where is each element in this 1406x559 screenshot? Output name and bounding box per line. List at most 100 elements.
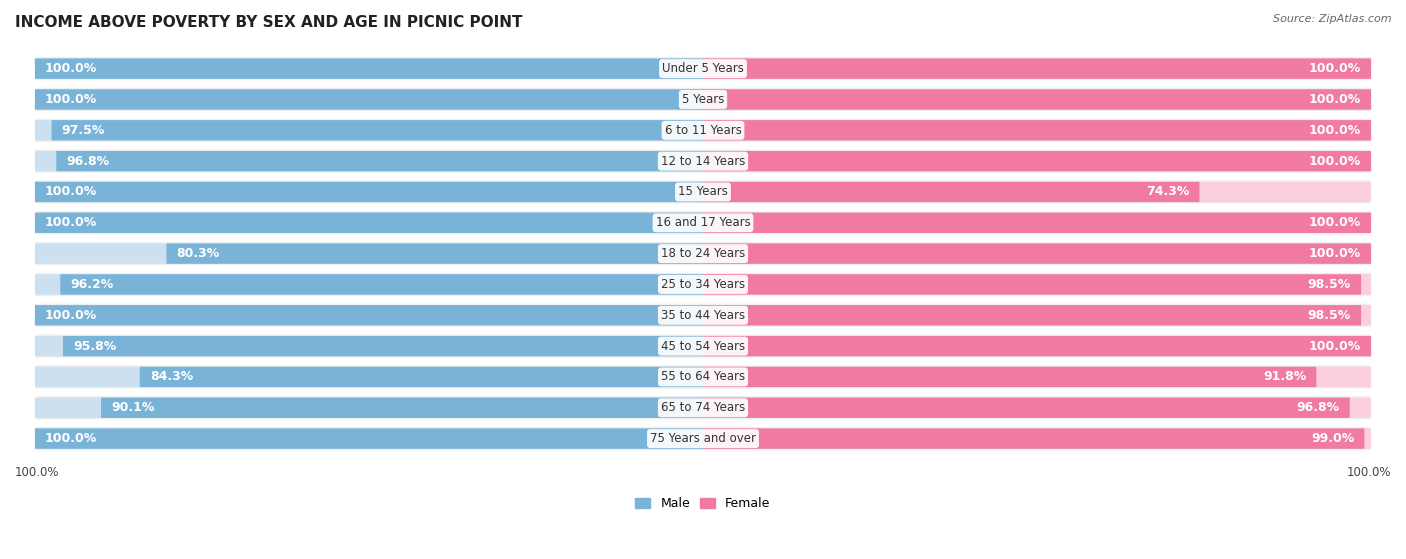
FancyBboxPatch shape xyxy=(35,243,703,264)
FancyBboxPatch shape xyxy=(35,305,703,325)
Text: 100.0%: 100.0% xyxy=(15,466,59,480)
FancyBboxPatch shape xyxy=(60,274,703,295)
FancyBboxPatch shape xyxy=(703,428,1364,449)
Text: 25 to 34 Years: 25 to 34 Years xyxy=(661,278,745,291)
FancyBboxPatch shape xyxy=(35,212,703,233)
Text: 100.0%: 100.0% xyxy=(45,432,97,445)
Legend: Male, Female: Male, Female xyxy=(630,492,776,515)
FancyBboxPatch shape xyxy=(703,120,1371,140)
Text: 75 Years and over: 75 Years and over xyxy=(650,432,756,445)
FancyBboxPatch shape xyxy=(703,120,1371,140)
FancyBboxPatch shape xyxy=(35,272,1371,297)
Text: 12 to 14 Years: 12 to 14 Years xyxy=(661,155,745,168)
FancyBboxPatch shape xyxy=(703,182,1199,202)
FancyBboxPatch shape xyxy=(703,428,1371,449)
FancyBboxPatch shape xyxy=(35,428,703,449)
FancyBboxPatch shape xyxy=(35,149,1371,174)
FancyBboxPatch shape xyxy=(35,151,703,171)
FancyBboxPatch shape xyxy=(703,212,1371,233)
FancyBboxPatch shape xyxy=(35,179,1371,205)
FancyBboxPatch shape xyxy=(703,397,1371,418)
Text: 100.0%: 100.0% xyxy=(1309,247,1361,260)
FancyBboxPatch shape xyxy=(703,151,1371,171)
Text: 100.0%: 100.0% xyxy=(45,216,97,229)
FancyBboxPatch shape xyxy=(35,89,703,110)
FancyBboxPatch shape xyxy=(703,89,1371,110)
FancyBboxPatch shape xyxy=(35,87,1371,112)
Text: 45 to 54 Years: 45 to 54 Years xyxy=(661,340,745,353)
FancyBboxPatch shape xyxy=(703,367,1371,387)
FancyBboxPatch shape xyxy=(35,395,1371,420)
FancyBboxPatch shape xyxy=(35,56,1371,81)
Text: 16 and 17 Years: 16 and 17 Years xyxy=(655,216,751,229)
FancyBboxPatch shape xyxy=(35,274,703,295)
FancyBboxPatch shape xyxy=(35,117,1371,143)
Text: 6 to 11 Years: 6 to 11 Years xyxy=(665,124,741,137)
FancyBboxPatch shape xyxy=(35,210,1371,235)
FancyBboxPatch shape xyxy=(35,89,703,110)
FancyBboxPatch shape xyxy=(703,151,1371,171)
FancyBboxPatch shape xyxy=(703,367,1316,387)
FancyBboxPatch shape xyxy=(35,334,1371,359)
FancyBboxPatch shape xyxy=(35,426,1371,451)
FancyBboxPatch shape xyxy=(703,89,1371,110)
FancyBboxPatch shape xyxy=(35,367,703,387)
FancyBboxPatch shape xyxy=(56,151,703,171)
FancyBboxPatch shape xyxy=(703,305,1361,325)
Text: 100.0%: 100.0% xyxy=(45,186,97,198)
Text: 100.0%: 100.0% xyxy=(45,309,97,322)
Text: Source: ZipAtlas.com: Source: ZipAtlas.com xyxy=(1274,14,1392,24)
Text: 100.0%: 100.0% xyxy=(1347,466,1391,480)
Text: 97.5%: 97.5% xyxy=(62,124,105,137)
Text: 35 to 44 Years: 35 to 44 Years xyxy=(661,309,745,322)
FancyBboxPatch shape xyxy=(35,336,703,356)
Text: 15 Years: 15 Years xyxy=(678,186,728,198)
Text: 18 to 24 Years: 18 to 24 Years xyxy=(661,247,745,260)
Text: 98.5%: 98.5% xyxy=(1308,309,1351,322)
Text: 91.8%: 91.8% xyxy=(1263,371,1306,383)
FancyBboxPatch shape xyxy=(35,364,1371,390)
Text: INCOME ABOVE POVERTY BY SEX AND AGE IN PICNIC POINT: INCOME ABOVE POVERTY BY SEX AND AGE IN P… xyxy=(15,15,523,30)
Text: 96.2%: 96.2% xyxy=(70,278,114,291)
FancyBboxPatch shape xyxy=(35,212,703,233)
Text: 100.0%: 100.0% xyxy=(45,93,97,106)
Text: 84.3%: 84.3% xyxy=(150,371,193,383)
FancyBboxPatch shape xyxy=(703,243,1371,264)
Text: 99.0%: 99.0% xyxy=(1310,432,1354,445)
FancyBboxPatch shape xyxy=(35,182,703,202)
FancyBboxPatch shape xyxy=(703,182,1371,202)
FancyBboxPatch shape xyxy=(703,397,1350,418)
FancyBboxPatch shape xyxy=(703,274,1371,295)
FancyBboxPatch shape xyxy=(703,59,1371,79)
Text: Under 5 Years: Under 5 Years xyxy=(662,62,744,75)
Text: 100.0%: 100.0% xyxy=(1309,340,1361,353)
Text: 100.0%: 100.0% xyxy=(1309,155,1361,168)
FancyBboxPatch shape xyxy=(63,336,703,356)
FancyBboxPatch shape xyxy=(35,182,703,202)
FancyBboxPatch shape xyxy=(703,336,1371,356)
FancyBboxPatch shape xyxy=(703,212,1371,233)
FancyBboxPatch shape xyxy=(703,59,1371,79)
Text: 55 to 64 Years: 55 to 64 Years xyxy=(661,371,745,383)
FancyBboxPatch shape xyxy=(139,367,703,387)
Text: 96.8%: 96.8% xyxy=(1296,401,1340,414)
Text: 74.3%: 74.3% xyxy=(1146,186,1189,198)
FancyBboxPatch shape xyxy=(166,243,703,264)
FancyBboxPatch shape xyxy=(35,428,703,449)
FancyBboxPatch shape xyxy=(35,120,703,140)
Text: 90.1%: 90.1% xyxy=(111,401,155,414)
FancyBboxPatch shape xyxy=(703,305,1371,325)
FancyBboxPatch shape xyxy=(35,241,1371,266)
Text: 100.0%: 100.0% xyxy=(1309,62,1361,75)
FancyBboxPatch shape xyxy=(703,243,1371,264)
Text: 96.8%: 96.8% xyxy=(66,155,110,168)
FancyBboxPatch shape xyxy=(35,302,1371,328)
FancyBboxPatch shape xyxy=(52,120,703,140)
Text: 100.0%: 100.0% xyxy=(1309,216,1361,229)
Text: 5 Years: 5 Years xyxy=(682,93,724,106)
Text: 95.8%: 95.8% xyxy=(73,340,117,353)
Text: 100.0%: 100.0% xyxy=(1309,93,1361,106)
FancyBboxPatch shape xyxy=(703,336,1371,356)
FancyBboxPatch shape xyxy=(35,59,703,79)
FancyBboxPatch shape xyxy=(35,59,703,79)
